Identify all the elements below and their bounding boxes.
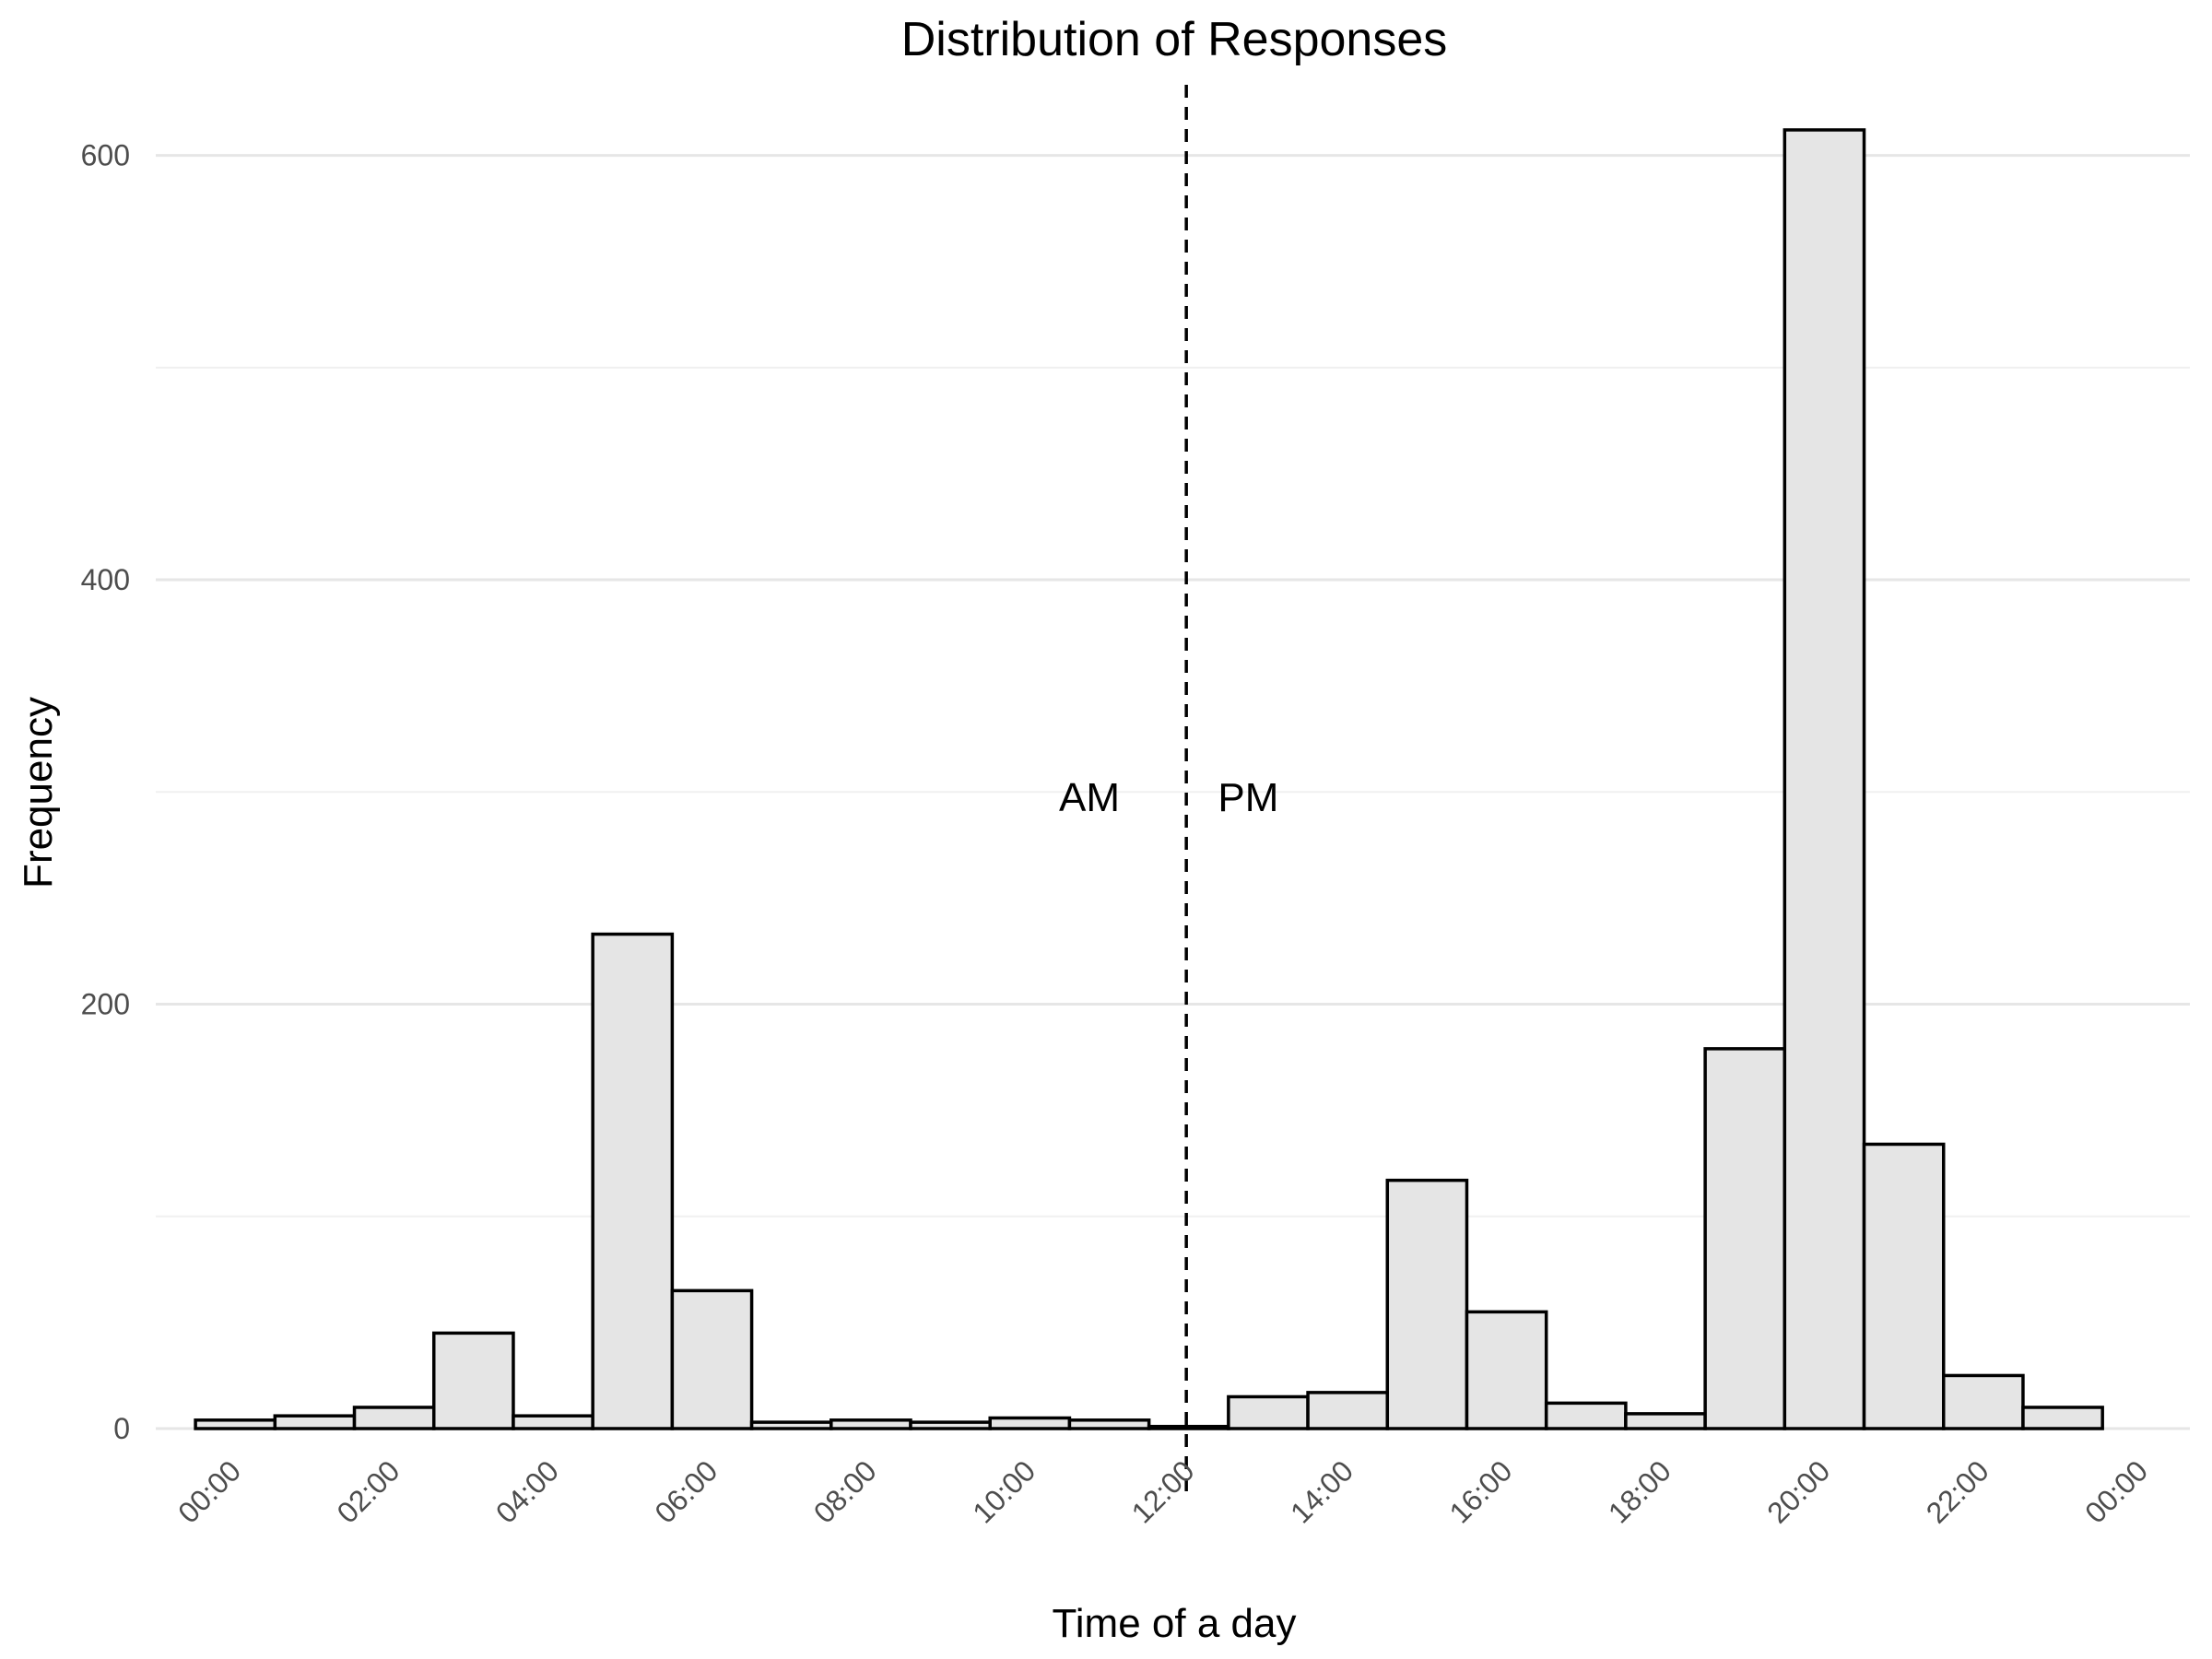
histogram-bar [1227,1394,1310,1430]
histogram-bar [1544,1401,1628,1430]
histogram-bar [1783,128,1866,1430]
histogram-bar [1385,1178,1469,1430]
x-tick-label: 08:00 [807,1453,883,1529]
histogram-bar [1703,1047,1787,1430]
histogram-bar [1147,1424,1230,1430]
y-tick-label: 400 [81,563,130,596]
x-axis-ticks: 00:00 02:00 04:00 06:00 08:00 10:00 12:00 14:00… [171,1453,2154,1529]
x-tick-label: 22:00 [1920,1453,1995,1529]
histogram-bars [194,128,2104,1430]
x-tick-label: 16:00 [1442,1453,1518,1529]
histogram-bar [1465,1310,1548,1430]
x-tick-label: 04:00 [489,1453,565,1529]
histogram-bar [988,1416,1072,1430]
x-tick-label: 02:00 [331,1453,406,1529]
y-axis-ticks: 0 200 400 600 [81,139,130,1445]
x-axis-title: Time of a day [1053,1601,1297,1646]
histogram-bar [830,1418,912,1430]
x-tick-label: 18:00 [1602,1453,1677,1529]
y-tick-label: 0 [113,1412,130,1445]
histogram-bar [2021,1406,2104,1430]
chart-title: Distribution of Responses [901,13,1448,66]
histogram-bar [1862,1142,1946,1430]
y-tick-label: 200 [81,988,130,1021]
histogram-bar [352,1406,436,1430]
x-tick-label: 06:00 [648,1453,724,1529]
annotations: AM PM [1059,775,1278,820]
histogram-bar [512,1414,594,1430]
annotation-label: AM [1059,775,1120,820]
histogram-bar [431,1331,515,1430]
x-tick-label: 20:00 [1760,1453,1836,1529]
x-tick-label: 14:00 [1284,1453,1359,1529]
histogram-bar [1941,1373,2025,1430]
x-tick-label: 12:00 [1125,1453,1201,1529]
x-tick-label: 00:00 [2078,1453,2154,1529]
histogram-bar [273,1414,357,1430]
histogram-bar [1306,1391,1390,1430]
histogram-bar [591,932,675,1430]
histogram-bar [1624,1412,1707,1430]
y-tick-label: 600 [81,139,130,172]
histogram-bar [670,1288,754,1430]
histogram-bar [194,1418,277,1430]
annotation-label: PM [1218,775,1278,820]
x-tick-label: 00:00 [171,1453,247,1529]
histogram-bar [909,1420,992,1430]
x-tick-label: 10:00 [966,1453,1041,1529]
histogram-bar [1067,1418,1151,1430]
histogram-bar [749,1420,833,1430]
y-axis-title: Frequency [16,697,61,888]
